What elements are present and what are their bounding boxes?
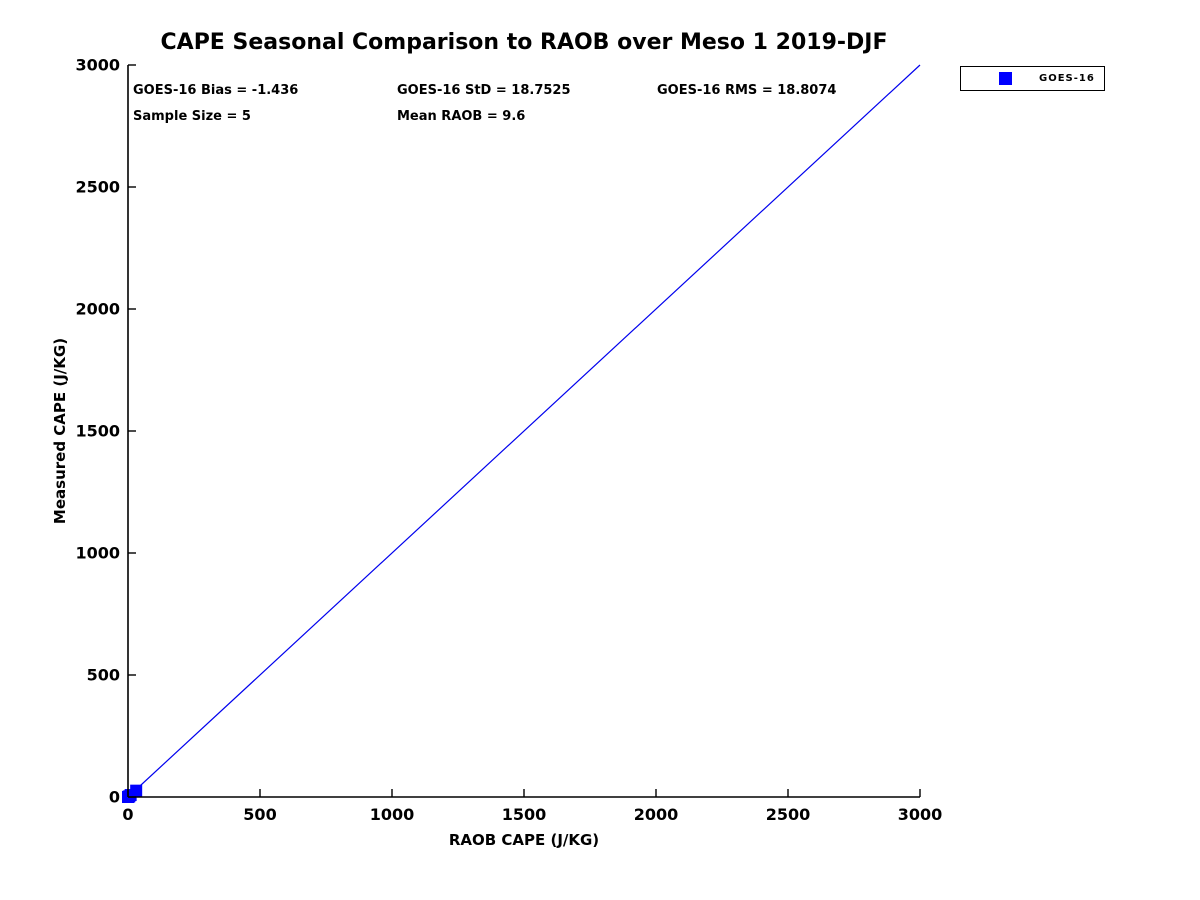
chart-title: CAPE Seasonal Comparison to RAOB over Me…	[160, 30, 888, 55]
y-tick-label: 500	[87, 666, 120, 685]
x-tick-label: 2500	[766, 805, 811, 824]
data-point-marker	[130, 784, 143, 797]
y-axis-label: Measured CAPE (J/KG)	[51, 337, 69, 525]
annotation-std: GOES-16 StD = 18.7525	[397, 83, 571, 98]
annotation-rms: GOES-16 RMS = 18.8074	[657, 83, 837, 98]
y-tick-label: 2500	[75, 178, 120, 197]
x-tick-label: 500	[243, 805, 276, 824]
identity-reference-line	[127, 64, 921, 798]
y-tick-label: 0	[109, 788, 120, 807]
y-tick-label: 1000	[75, 544, 120, 563]
y-tick-label: 1500	[75, 422, 120, 441]
legend-square-marker-icon	[999, 72, 1012, 85]
x-axis-label: RAOB CAPE (J/KG)	[448, 831, 600, 849]
x-tick-label: 2000	[634, 805, 679, 824]
y-tick-label: 3000	[75, 56, 120, 75]
y-tick-label: 2000	[75, 300, 120, 319]
annotation-bias: GOES-16 Bias = -1.436	[133, 83, 299, 98]
x-tick-label: 0	[122, 805, 133, 824]
annotation-sample-size: Sample Size = 5	[133, 109, 251, 124]
x-tick-label: 1000	[370, 805, 415, 824]
annotation-mean-raob: Mean RAOB = 9.6	[397, 109, 526, 124]
legend: GOES-16	[960, 66, 1105, 91]
x-tick-label: 1500	[502, 805, 547, 824]
legend-series-label: GOES-16	[1039, 73, 1095, 84]
x-tick-label: 3000	[898, 805, 943, 824]
